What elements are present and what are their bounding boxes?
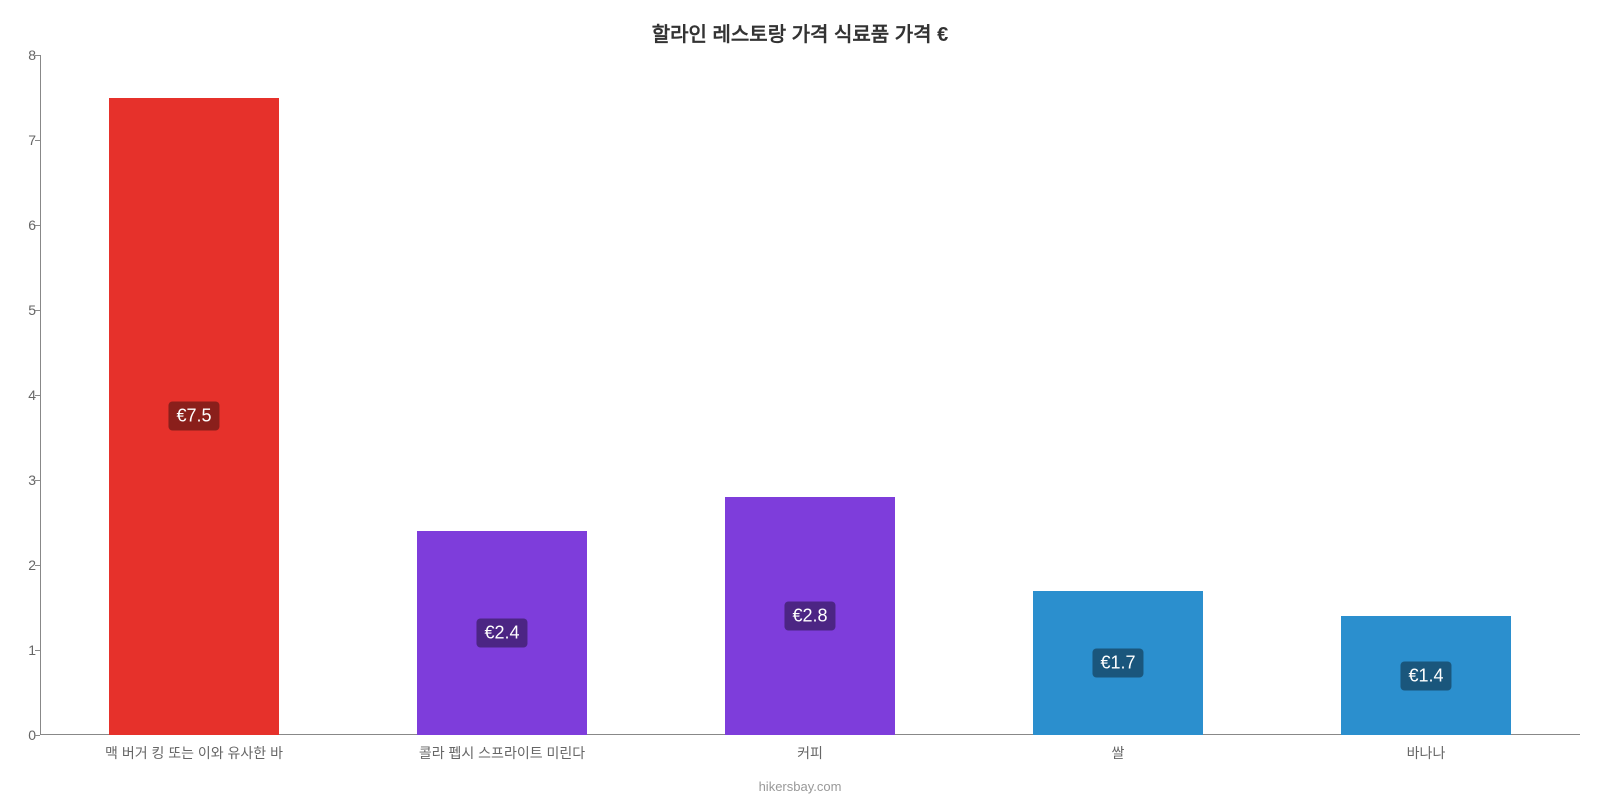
x-category-label: 바나나 (1407, 743, 1446, 763)
plot-area: 012345678€7.5맥 버거 킹 또는 이와 유사한 바€2.4콜라 펩시… (40, 55, 1580, 735)
x-category-label: 커피 (797, 743, 823, 763)
attribution-text: hikersbay.com (0, 779, 1600, 794)
y-axis-line (40, 55, 41, 735)
y-tick-label: 1 (8, 642, 36, 658)
y-tick-mark (35, 735, 40, 736)
chart-title: 할라인 레스토랑 가격 식료품 가격 € (0, 18, 1600, 47)
x-category-label: 맥 버거 킹 또는 이와 유사한 바 (105, 743, 283, 763)
y-tick-label: 0 (8, 727, 36, 743)
bar-value-label: €2.8 (784, 602, 835, 631)
y-tick-mark (35, 310, 40, 311)
y-tick-mark (35, 565, 40, 566)
y-tick-mark (35, 650, 40, 651)
y-tick-mark (35, 55, 40, 56)
y-tick-mark (35, 225, 40, 226)
y-tick-label: 4 (8, 387, 36, 403)
y-tick-label: 3 (8, 472, 36, 488)
x-category-label: 콜라 펩시 스프라이트 미린다 (419, 743, 585, 763)
x-category-label: 쌀 (1112, 743, 1125, 763)
y-tick-label: 8 (8, 47, 36, 63)
bar-value-label: €1.7 (1092, 648, 1143, 677)
y-tick-mark (35, 140, 40, 141)
y-tick-label: 7 (8, 132, 36, 148)
chart-container: 할라인 레스토랑 가격 식료품 가격 € 012345678€7.5맥 버거 킹… (0, 0, 1600, 800)
y-tick-label: 6 (8, 217, 36, 233)
y-tick-mark (35, 395, 40, 396)
y-tick-label: 2 (8, 557, 36, 573)
bar-value-label: €7.5 (168, 402, 219, 431)
y-tick-label: 5 (8, 302, 36, 318)
bar-value-label: €1.4 (1400, 661, 1451, 690)
y-tick-mark (35, 480, 40, 481)
bar-value-label: €2.4 (476, 619, 527, 648)
